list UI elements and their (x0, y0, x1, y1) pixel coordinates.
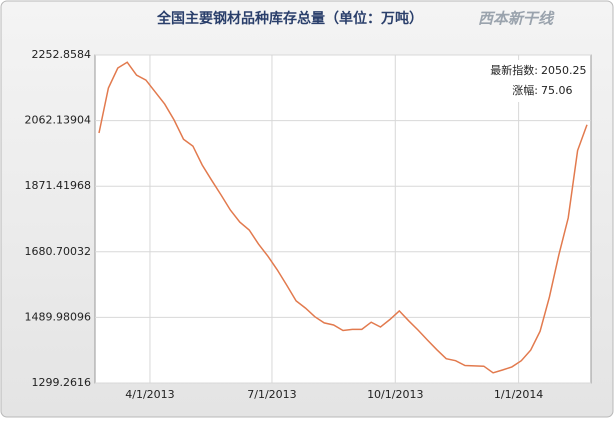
x-tick-label: 10/1/2013 (367, 388, 423, 401)
y-tick-label: 1871.41968 (25, 179, 91, 192)
y-tick-label: 1489.98096 (25, 310, 91, 323)
chart-title: 全国主要钢材品种库存总量（单位：万吨） (156, 10, 423, 27)
info-label: 涨幅: (512, 84, 538, 97)
y-tick-label: 1680.70032 (25, 245, 91, 258)
info-label: 最新指数: (490, 63, 538, 77)
info-value: 2050.25 (541, 64, 587, 77)
y-tick-label: 2062.13904 (25, 114, 91, 127)
y-tick-label: 1299.2616 (32, 376, 92, 389)
y-tick-label: 2252.8584 (32, 48, 92, 61)
line-series (98, 61, 588, 374)
x-tick-label: 7/1/2013 (247, 388, 296, 401)
plot-area (94, 54, 592, 384)
x-tick-label: 4/1/2013 (125, 388, 174, 401)
logo: 西本新干线 (478, 10, 555, 28)
x-tick-label: 1/1/2014 (494, 388, 543, 401)
info-value: 75.06 (541, 84, 573, 97)
info-box (486, 60, 586, 102)
